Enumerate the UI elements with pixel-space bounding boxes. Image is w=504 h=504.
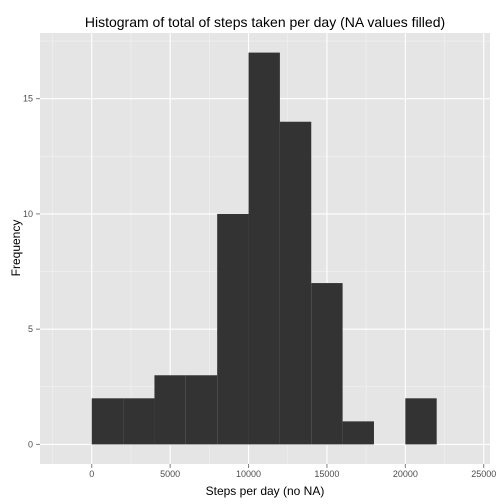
y-tick-label: 15 [23, 94, 33, 104]
x-tick-label: 20000 [393, 469, 418, 479]
y-tick-label: 10 [23, 209, 33, 219]
chart-title: Histogram of total of steps taken per da… [85, 14, 445, 30]
y-tick-label: 5 [28, 324, 33, 334]
histogram-bar [217, 213, 249, 445]
x-tick-label: 25000 [471, 469, 496, 479]
histogram-bar [123, 398, 155, 445]
histogram-bar [405, 398, 437, 445]
histogram-bar [185, 375, 218, 445]
x-axis-label: Steps per day (no NA) [206, 484, 325, 498]
x-tick-label: 15000 [314, 469, 339, 479]
bars [91, 52, 437, 445]
grid-lines [40, 33, 490, 464]
x-tick-label: 5000 [160, 469, 180, 479]
histogram-bar [342, 421, 374, 445]
y-axis-label: Frequency [9, 220, 23, 277]
y-axis-ticks: 0 5 10 15 [23, 94, 40, 449]
histogram-bar [248, 52, 280, 445]
histogram-bar [91, 398, 124, 445]
histogram-bar [311, 283, 343, 445]
x-tick-label: 10000 [236, 469, 261, 479]
x-axis-ticks: 0 5000 10000 15000 20000 25000 [89, 464, 496, 479]
histogram-bar [279, 121, 312, 445]
histogram-bar [154, 375, 186, 445]
x-tick-label: 0 [89, 469, 94, 479]
y-tick-label: 0 [28, 439, 33, 449]
